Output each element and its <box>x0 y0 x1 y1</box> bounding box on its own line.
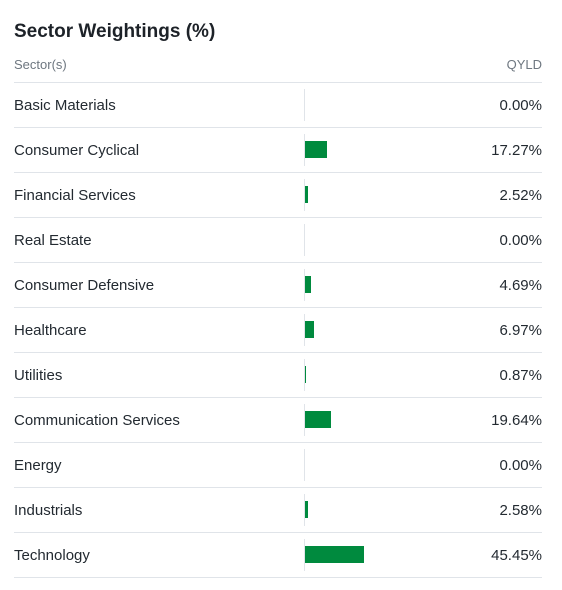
weight-value: 2.52% <box>499 186 542 204</box>
sector-row: Healthcare 6.97% <box>14 308 542 353</box>
weight-value: 19.64% <box>491 411 542 429</box>
sector-row: Industrials 2.58% <box>14 488 542 533</box>
sector-row: Utilities 0.87% <box>14 353 542 398</box>
weight-bar-track <box>304 89 435 121</box>
weight-bar <box>305 141 328 158</box>
sector-name: Basic Materials <box>14 96 116 114</box>
weight-bar <box>305 321 315 338</box>
sector-row: Basic Materials 0.00% <box>14 83 542 128</box>
weight-bar-track <box>304 314 435 346</box>
weight-bar <box>305 276 312 293</box>
weight-bar-track <box>304 224 435 256</box>
sector-row: Communication Services 19.64% <box>14 398 542 443</box>
weight-bar-track <box>304 494 435 526</box>
weight-bar <box>305 366 307 383</box>
fund-column-header: QYLD <box>506 56 542 72</box>
table-header: Sector(s) QYLD <box>14 46 542 83</box>
sector-name: Energy <box>14 456 62 474</box>
weight-bar-track <box>304 404 435 436</box>
weight-bar-track <box>304 539 435 571</box>
sector-name: Real Estate <box>14 231 92 249</box>
weight-value: 0.00% <box>499 96 542 114</box>
section-title: Sector Weightings (%) <box>14 21 216 42</box>
sector-name: Consumer Defensive <box>14 276 155 294</box>
weight-bar <box>305 501 309 518</box>
sector-row: Technology 45.45% <box>14 533 542 578</box>
sector-name: Financial Services <box>14 186 136 204</box>
sector-name: Industrials <box>14 501 83 519</box>
sector-row: Consumer Defensive 4.69% <box>14 263 542 308</box>
weight-value: 2.58% <box>499 501 542 519</box>
sector-row: Financial Services 2.52% <box>14 173 542 218</box>
weight-bar-track <box>304 134 435 166</box>
weight-bar-track <box>304 359 435 391</box>
sector-name: Utilities <box>14 366 63 384</box>
weight-value: 0.00% <box>499 231 542 249</box>
weight-bar <box>305 411 331 428</box>
sector-column-header: Sector(s) <box>14 56 67 72</box>
weight-value: 4.69% <box>499 276 542 294</box>
weight-value: 6.97% <box>499 321 542 339</box>
weight-value: 0.87% <box>499 366 542 384</box>
sector-name: Consumer Cyclical <box>14 141 140 159</box>
sector-name: Technology <box>14 546 90 564</box>
weight-bar-track <box>304 179 435 211</box>
weight-value: 45.45% <box>491 546 542 564</box>
sector-name: Communication Services <box>14 411 180 429</box>
sector-weightings-panel: Sector Weightings (%) Sector(s) QYLD Bas… <box>14 0 542 578</box>
sector-table-body: Basic Materials 0.00% Consumer Cyclical 17.… <box>14 83 542 578</box>
weight-bar <box>305 186 309 203</box>
sector-row: Real Estate 0.00% <box>14 218 542 263</box>
sector-row: Energy 0.00% <box>14 443 542 488</box>
sector-row: Consumer Cyclical 17.27% <box>14 128 542 173</box>
weight-bar-track <box>304 449 435 481</box>
weight-bar-track <box>304 269 435 301</box>
weight-bar <box>305 546 365 563</box>
weight-value: 0.00% <box>499 456 542 474</box>
sector-name: Healthcare <box>14 321 87 339</box>
weight-value: 17.27% <box>491 141 542 159</box>
